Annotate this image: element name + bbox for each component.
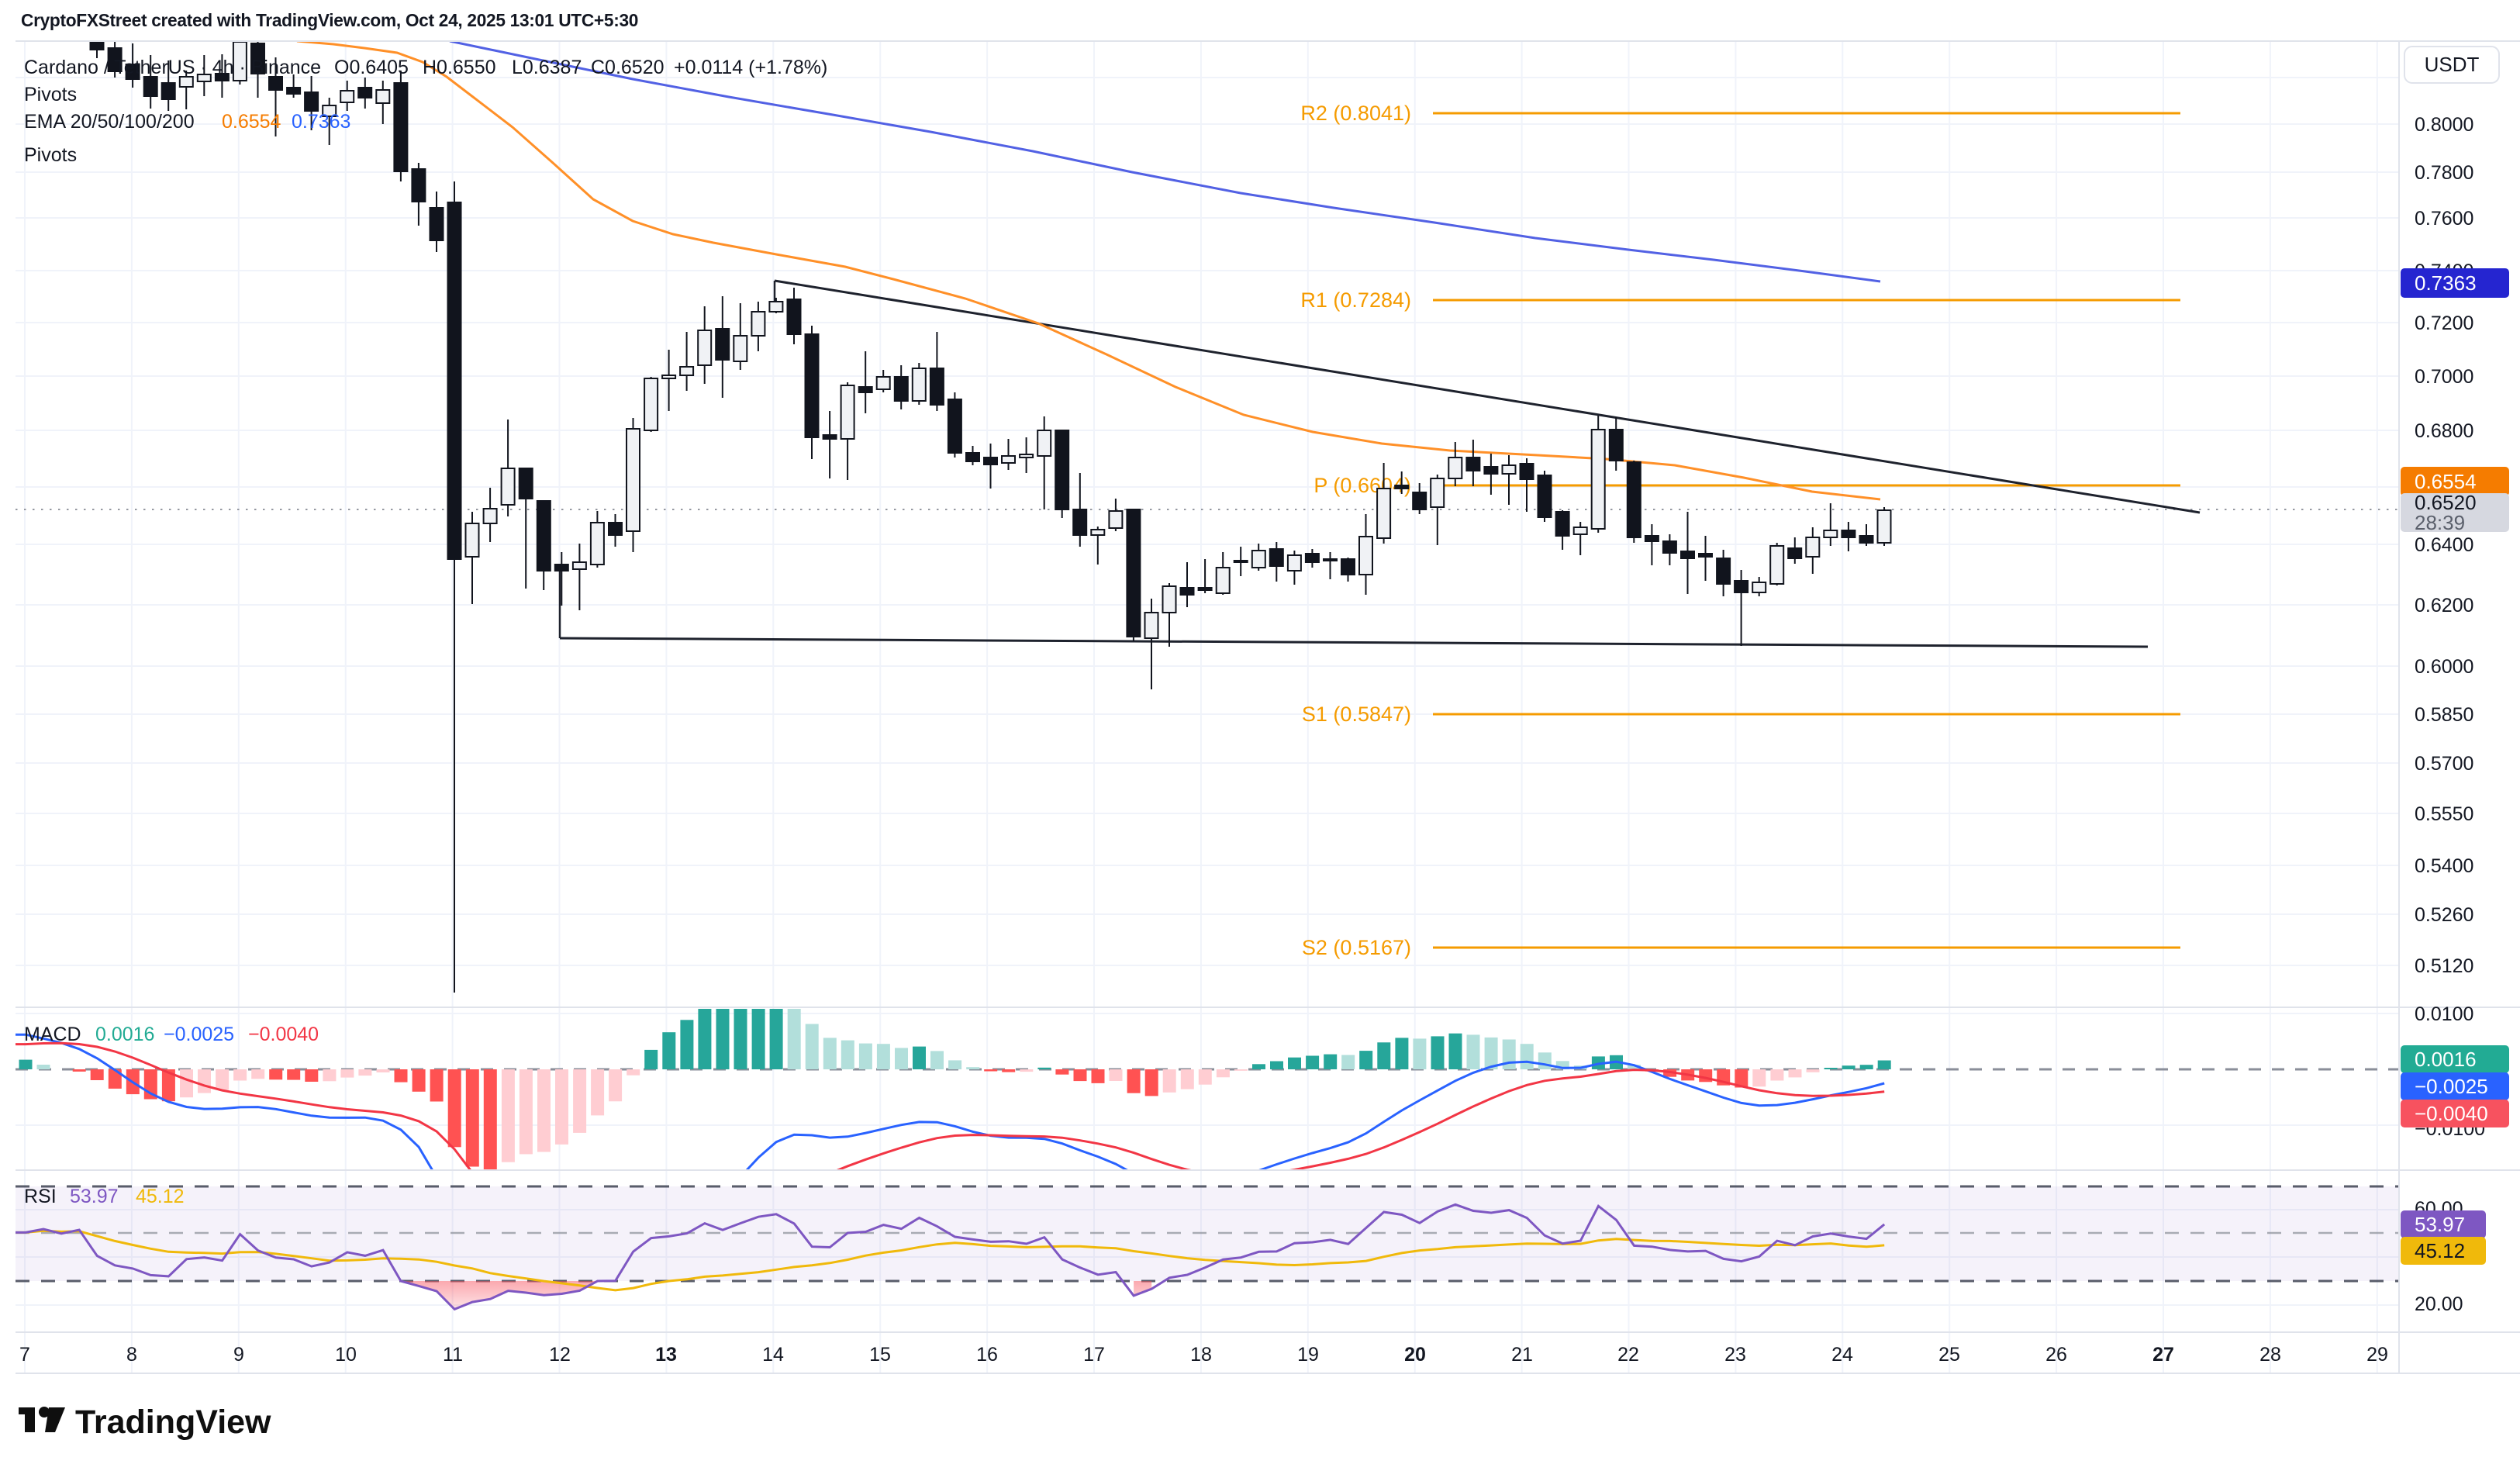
svg-text:O0.6405: O0.6405 (334, 57, 409, 78)
svg-text:16: 16 (976, 1344, 998, 1366)
svg-text:8: 8 (126, 1344, 137, 1366)
svg-text:0.7000: 0.7000 (2415, 366, 2473, 388)
svg-text:0.5120: 0.5120 (2415, 955, 2473, 977)
svg-text:0.7800: 0.7800 (2415, 162, 2473, 184)
svg-text:R2 (0.8041): R2 (0.8041) (1300, 102, 1411, 125)
svg-text:Pivots: Pivots (24, 84, 77, 105)
svg-text:MACD: MACD (24, 1024, 81, 1045)
svg-text:25: 25 (1938, 1344, 1960, 1366)
svg-text:0.7363: 0.7363 (292, 111, 350, 133)
svg-text:0.6800: 0.6800 (2415, 420, 2473, 442)
svg-text:S2 (0.5167): S2 (0.5167) (1302, 936, 1411, 959)
svg-text:0.0100: 0.0100 (2415, 1003, 2473, 1025)
svg-text:0.7200: 0.7200 (2415, 313, 2473, 334)
svg-text:45.12: 45.12 (2415, 1239, 2465, 1262)
svg-text:0.5260: 0.5260 (2415, 904, 2473, 926)
svg-text:−0.0040: −0.0040 (2415, 1102, 2488, 1125)
svg-text:53.97: 53.97 (70, 1186, 119, 1207)
svg-text:53.97: 53.97 (2415, 1213, 2465, 1236)
svg-text:15: 15 (869, 1344, 891, 1366)
svg-text:10: 10 (335, 1344, 357, 1366)
svg-text:L0.6387: L0.6387 (512, 57, 582, 78)
svg-text:CryptoFXStreet created with Tr: CryptoFXStreet created with TradingView.… (21, 10, 638, 30)
svg-text:RSI: RSI (24, 1186, 57, 1207)
svg-text:0.5400: 0.5400 (2415, 855, 2473, 877)
svg-text:C0.6520: C0.6520 (591, 57, 665, 78)
svg-text:23: 23 (1724, 1344, 1746, 1366)
svg-text:29: 29 (2366, 1344, 2388, 1366)
svg-text:0.6520: 0.6520 (2415, 491, 2477, 514)
svg-text:0.0016: 0.0016 (2415, 1048, 2477, 1071)
svg-text:0.6200: 0.6200 (2415, 595, 2473, 616)
svg-text:Cardano / TetherUS · 4h · Bina: Cardano / TetherUS · 4h · Binance (24, 57, 321, 78)
svg-text:EMA 20/50/100/200: EMA 20/50/100/200 (24, 111, 195, 133)
svg-text:26: 26 (2045, 1344, 2067, 1366)
svg-text:−0.0025: −0.0025 (164, 1024, 234, 1045)
svg-text:−0.0025: −0.0025 (2415, 1075, 2488, 1098)
svg-text:13: 13 (655, 1344, 677, 1366)
svg-text:Pivots: Pivots (24, 144, 77, 166)
svg-text:R1 (0.7284): R1 (0.7284) (1300, 288, 1411, 312)
svg-text:0.6554: 0.6554 (2415, 470, 2477, 493)
svg-text:0.5850: 0.5850 (2415, 704, 2473, 726)
svg-text:12: 12 (549, 1344, 571, 1366)
svg-text:0.5700: 0.5700 (2415, 753, 2473, 775)
svg-text:0.7363: 0.7363 (2415, 271, 2477, 295)
svg-text:0.0016: 0.0016 (95, 1024, 154, 1045)
svg-text:22: 22 (1617, 1344, 1639, 1366)
svg-text:27: 27 (2152, 1344, 2174, 1366)
svg-text:0.7600: 0.7600 (2415, 208, 2473, 230)
svg-text:0.6400: 0.6400 (2415, 534, 2473, 556)
svg-text:0.5550: 0.5550 (2415, 803, 2473, 825)
svg-text:45.12: 45.12 (136, 1186, 185, 1207)
svg-text:18: 18 (1190, 1344, 1212, 1366)
svg-text:28: 28 (2259, 1344, 2281, 1366)
svg-text:0.8000: 0.8000 (2415, 114, 2473, 136)
svg-text:11: 11 (443, 1344, 463, 1366)
svg-text:17: 17 (1083, 1344, 1105, 1366)
svg-text:TradingView: TradingView (75, 1404, 271, 1441)
svg-text:21: 21 (1511, 1344, 1533, 1366)
svg-text:H0.6550: H0.6550 (423, 57, 496, 78)
svg-text:9: 9 (233, 1344, 244, 1366)
svg-text:+0.0114 (+1.78%): +0.0114 (+1.78%) (674, 57, 827, 78)
svg-text:14: 14 (762, 1344, 784, 1366)
svg-text:20.00: 20.00 (2415, 1293, 2463, 1315)
svg-text:20: 20 (1404, 1344, 1426, 1366)
svg-text:0.6554: 0.6554 (222, 111, 281, 133)
svg-text:−0.0040: −0.0040 (248, 1024, 319, 1045)
svg-text:0.6000: 0.6000 (2415, 656, 2473, 678)
svg-text:24: 24 (1831, 1344, 1853, 1366)
svg-text:28:39: 28:39 (2415, 511, 2465, 534)
svg-text:7: 7 (19, 1344, 30, 1366)
svg-text:USDT: USDT (2425, 53, 2480, 76)
svg-text:19: 19 (1297, 1344, 1319, 1366)
svg-text:S1 (0.5847): S1 (0.5847) (1302, 703, 1411, 726)
